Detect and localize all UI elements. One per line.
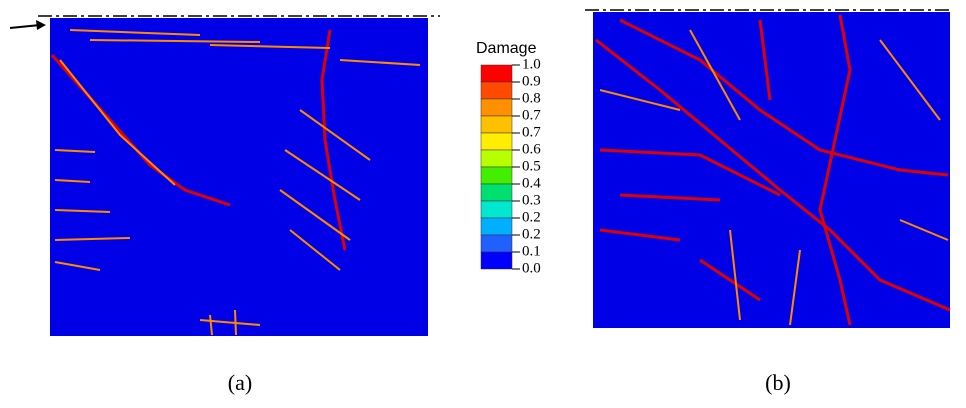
panel-a: (a): [9, 15, 440, 395]
crack: [599, 19, 781, 302]
legend-swatch: [480, 149, 513, 168]
crack: [54, 149, 131, 271]
crack: [320, 29, 347, 251]
damage-field: [593, 12, 950, 328]
crack: [279, 109, 371, 271]
crack: [69, 29, 421, 66]
arrow: [9, 24, 41, 29]
crack: [595, 38, 951, 312]
crack: [199, 309, 261, 336]
crack: [818, 14, 852, 326]
legend-swatch: [480, 183, 513, 202]
legend-title: Damage: [476, 40, 537, 57]
legend-swatch: [480, 98, 513, 117]
legend-swatch: [480, 132, 513, 151]
legend-label: 0.0: [522, 260, 541, 276]
legend-label: 0.7: [522, 107, 541, 123]
legend-label: 0.6: [522, 141, 541, 157]
arrow-head: [36, 20, 46, 30]
legend-swatch: [480, 251, 513, 270]
legend-label: 0.1: [522, 243, 541, 259]
legend-label: 0.2: [522, 226, 541, 242]
legend-label: 0.5: [522, 158, 541, 174]
panel-label: (a): [228, 370, 252, 395]
legend-label: 0.2: [522, 209, 541, 225]
crack: [59, 59, 176, 186]
legend-label: 0.7: [522, 124, 541, 140]
panel-label: (b): [765, 370, 791, 395]
legend-swatch: [480, 166, 513, 185]
legend-label: 0.3: [522, 192, 541, 208]
legend-swatch: [480, 115, 513, 134]
legend-swatch: [480, 217, 513, 236]
legend-swatch: [480, 200, 513, 219]
damage-field: [50, 18, 428, 336]
legend-swatch: [480, 64, 513, 83]
legend-label: 0.9: [522, 73, 541, 89]
crack: [619, 18, 949, 177]
legend-label: 1.0: [522, 56, 541, 72]
crack: [599, 29, 949, 326]
legend-swatch: [480, 81, 513, 100]
panel-b: (b): [585, 9, 951, 395]
legend-swatch: [480, 234, 513, 253]
legend: Damage 1.00.90.80.70.70.60.50.40.30.20.2…: [476, 40, 541, 276]
legend-label: 0.4: [522, 175, 541, 191]
legend-label: 0.8: [522, 90, 541, 106]
